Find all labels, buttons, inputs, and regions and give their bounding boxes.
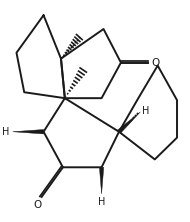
Text: H: H <box>98 197 105 207</box>
Polygon shape <box>13 129 44 134</box>
Polygon shape <box>99 167 104 194</box>
Text: O: O <box>34 200 42 210</box>
Text: H: H <box>142 106 150 116</box>
Text: H: H <box>2 127 10 137</box>
Text: O: O <box>151 58 159 68</box>
Polygon shape <box>118 112 140 133</box>
